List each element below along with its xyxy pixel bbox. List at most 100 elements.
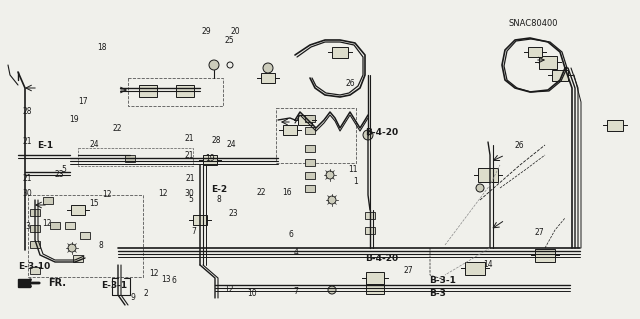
- Text: 21: 21: [186, 174, 195, 182]
- Text: 7: 7: [191, 227, 196, 236]
- Text: 10: 10: [246, 289, 257, 298]
- Text: 26: 26: [346, 79, 356, 88]
- Bar: [366, 282, 384, 294]
- Bar: [305, 172, 315, 179]
- Text: 12: 12: [225, 285, 234, 294]
- Bar: [305, 159, 315, 166]
- Bar: [366, 272, 384, 284]
- Text: 6: 6: [289, 230, 294, 239]
- Text: 5: 5: [188, 195, 193, 204]
- Text: 21: 21: [184, 151, 193, 160]
- Text: 12: 12: [42, 219, 51, 228]
- Bar: [128, 78, 223, 106]
- Text: 22: 22: [113, 124, 122, 133]
- Bar: [528, 47, 542, 57]
- Bar: [203, 155, 217, 165]
- Bar: [43, 197, 53, 204]
- Bar: [80, 232, 90, 239]
- Text: SNAC80400: SNAC80400: [509, 19, 558, 28]
- Text: 24: 24: [227, 140, 237, 149]
- Bar: [332, 47, 348, 57]
- Text: B-3-1: B-3-1: [429, 276, 456, 285]
- Text: B-4-20: B-4-20: [365, 128, 398, 137]
- Bar: [261, 73, 275, 83]
- Text: 20: 20: [230, 27, 241, 36]
- Bar: [125, 154, 135, 161]
- Bar: [50, 221, 60, 228]
- Bar: [535, 249, 555, 262]
- Text: 12: 12: [149, 269, 158, 278]
- Bar: [539, 56, 557, 69]
- Text: 23: 23: [54, 170, 65, 179]
- Bar: [365, 211, 375, 219]
- Text: 11: 11: [349, 165, 358, 174]
- Text: 23: 23: [228, 209, 239, 218]
- Text: 13: 13: [161, 275, 172, 284]
- Text: 28: 28: [212, 137, 221, 145]
- Bar: [465, 262, 485, 275]
- Polygon shape: [18, 279, 30, 287]
- Bar: [71, 205, 85, 215]
- Text: 12: 12: [102, 190, 111, 199]
- Text: 5: 5: [61, 165, 67, 174]
- Bar: [193, 215, 207, 225]
- Bar: [30, 241, 40, 248]
- Bar: [283, 125, 297, 135]
- Text: 19: 19: [205, 154, 215, 163]
- Text: 28: 28: [23, 107, 32, 115]
- Bar: [365, 226, 375, 234]
- Text: 1: 1: [353, 177, 358, 186]
- Bar: [305, 115, 315, 122]
- Text: 15: 15: [89, 199, 99, 208]
- Text: 27: 27: [534, 228, 544, 237]
- Text: 22: 22: [257, 188, 266, 197]
- Text: 2: 2: [143, 289, 148, 298]
- Text: 19: 19: [68, 115, 79, 124]
- Circle shape: [263, 63, 273, 73]
- Text: 25: 25: [224, 36, 234, 45]
- Bar: [30, 209, 40, 216]
- Text: E-3-10: E-3-10: [18, 262, 50, 271]
- Circle shape: [363, 130, 373, 140]
- Text: 30: 30: [22, 189, 33, 198]
- Bar: [478, 168, 498, 182]
- Text: 3: 3: [25, 222, 30, 231]
- Text: 29: 29: [201, 27, 211, 36]
- Text: 26: 26: [515, 141, 525, 150]
- Text: 6: 6: [172, 276, 177, 285]
- Bar: [176, 85, 194, 97]
- Text: FR.: FR.: [48, 278, 66, 288]
- Bar: [276, 108, 356, 163]
- Bar: [298, 115, 312, 125]
- Text: 27: 27: [403, 266, 413, 275]
- Circle shape: [328, 196, 336, 204]
- Text: 16: 16: [282, 188, 292, 197]
- Bar: [607, 120, 623, 130]
- Bar: [139, 85, 157, 97]
- Text: 24: 24: [90, 140, 100, 149]
- Circle shape: [209, 60, 219, 70]
- Bar: [305, 145, 315, 152]
- Text: E-2: E-2: [211, 185, 227, 194]
- Bar: [305, 184, 315, 191]
- Circle shape: [68, 244, 76, 252]
- Bar: [28, 195, 143, 277]
- Text: E-3-1: E-3-1: [101, 281, 127, 290]
- Text: 30: 30: [184, 189, 194, 198]
- Bar: [78, 148, 193, 166]
- Text: 21: 21: [23, 137, 32, 146]
- Text: E-1: E-1: [37, 141, 53, 150]
- Text: 21: 21: [184, 134, 193, 143]
- Bar: [552, 70, 568, 80]
- Text: 12: 12: [159, 189, 168, 198]
- Circle shape: [328, 286, 336, 294]
- Text: B-4-20: B-4-20: [365, 254, 398, 263]
- Circle shape: [476, 184, 484, 192]
- Bar: [73, 255, 83, 262]
- Circle shape: [326, 171, 334, 179]
- Text: 4: 4: [293, 248, 298, 256]
- Text: 8: 8: [98, 241, 103, 250]
- Bar: [30, 225, 40, 232]
- Bar: [30, 266, 40, 273]
- Text: 8: 8: [216, 195, 221, 204]
